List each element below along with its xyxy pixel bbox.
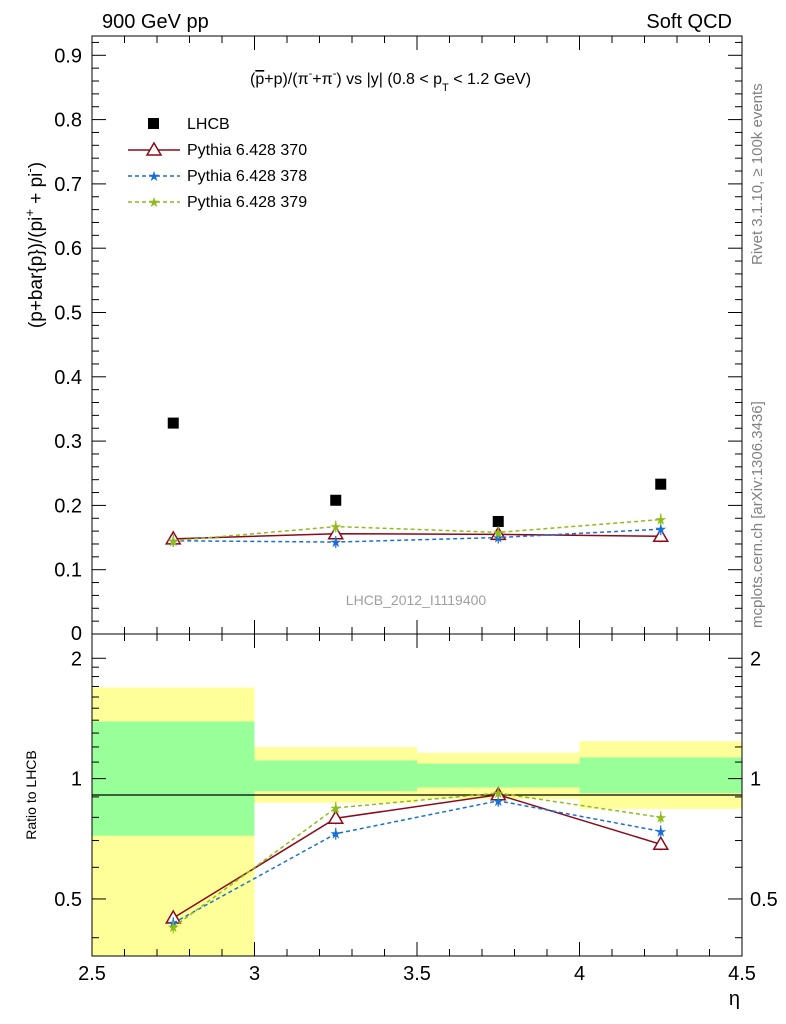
ratio-panel: 0.5 0.5 1 1 2 2 2.5 3 3.5 4 4.5 ★★★★★★★★ Ratio to… <box>23 633 778 1010</box>
legend-marker-370 <box>145 141 163 156</box>
ratio-x-tick-label: 3.5 <box>403 963 431 985</box>
ratio-y-axis-label: Ratio to LHCB <box>23 750 39 839</box>
main-y-tick-label: 0.3 <box>54 431 82 453</box>
ratio-series-2-line <box>172 792 661 928</box>
ratio-series-1-marker: ★ <box>492 793 505 809</box>
data-point-lhcb <box>492 515 504 527</box>
header-right: Soft QCD <box>646 11 732 33</box>
ratio-x-tick-label: 4 <box>574 963 585 985</box>
analysis-id: LHCB_2012_I1119400 <box>346 592 487 608</box>
data-point-lhcb <box>655 478 667 490</box>
chart-title: (p+p)/(π-+π-) vs |y| (0.8 < pT < 1.2 GeV… <box>250 68 531 94</box>
main-y-tick-label: 0.7 <box>54 174 82 196</box>
main-series: ★ ★ ★★★★ ★★ <box>164 417 670 550</box>
ratio-band-green <box>579 757 742 794</box>
ratio-y-tick-label-right: 1 <box>750 769 761 791</box>
ratio-series-2-marker: ★ <box>654 809 667 825</box>
ratio-bands <box>92 687 742 956</box>
series-1-marker <box>652 527 670 543</box>
ratio-band-green <box>92 721 255 836</box>
ratio-y-tick-label-right: 0.5 <box>750 889 778 911</box>
main-y-tick-label: 0.1 <box>54 560 82 582</box>
x-axis-label: η <box>729 988 740 1010</box>
legend-label-lhcb: LHCB <box>187 116 230 133</box>
ratio-frame <box>91 633 743 957</box>
data-point-lhcb <box>330 494 342 506</box>
legend-label-379: Pythia 6.428 379 <box>187 194 307 211</box>
series-2-marker: ★ <box>329 534 342 550</box>
series-3-line <box>173 518 661 542</box>
ratio-y-tick-label: 1 <box>71 769 82 791</box>
series-2-line <box>173 528 661 543</box>
ratio-series-0-marker <box>327 809 345 824</box>
legend-label-378: Pythia 6.428 378 <box>187 168 307 185</box>
ratio-series: ★★★★★★★★ <box>164 785 670 935</box>
ratio-x-tick-label: 2.5 <box>78 963 106 985</box>
legend-marker-378: ★ <box>148 168 161 184</box>
ratio-series-2-marker: ★ <box>329 800 342 816</box>
rivet-label: Rivet 3.1.10, ≥ 100k events <box>749 83 766 265</box>
series-3-marker: ★ <box>329 519 342 535</box>
main-y-tick-label: 0.2 <box>54 495 82 517</box>
main-panel: 0.10.20.30.40.50.60.70.80.90 ★ ★ ★★★★ ★★ (p… <box>22 35 743 645</box>
data-point-lhcb <box>167 417 179 429</box>
ratio-band-green <box>417 763 580 788</box>
header-left: 900 GeV pp <box>102 11 209 33</box>
ratio-series-1-line <box>172 800 661 924</box>
main-y-ticks: 0.1 0.2 0.3 0.4 0.5 0.6 0.7 0.8 0.9 0 <box>54 41 742 645</box>
legend: LHCB Pythia 6.428 370 ★ Pythia 6.428 378… <box>128 116 307 211</box>
ratio-x-tick-label: 4.5 <box>728 963 756 985</box>
ratio-x-tick-label: 3 <box>249 963 260 985</box>
mcplots-label: mcplots.cern.ch [arXiv:1306.3436] <box>749 401 766 628</box>
ratio-series-1-marker: ★ <box>329 826 342 842</box>
ratio-y-tick-label: 2 <box>71 648 82 670</box>
series-3-marker: ★ <box>167 533 180 549</box>
series-3-marker: ★ <box>492 524 505 540</box>
series-3-marker: ★ <box>654 512 667 528</box>
ratio-band-green <box>254 760 417 792</box>
ratio-y-tick-label-right: 2 <box>750 648 761 670</box>
main-y-tick-label: 0.5 <box>54 302 82 324</box>
series-2-marker: ★ <box>654 521 667 537</box>
ratio-series-2-marker: ★ <box>167 919 180 935</box>
main-y-tick-label: 0.6 <box>54 238 82 260</box>
ratio-x-ticks: 2.5 3 3.5 4 4.5 <box>78 634 756 985</box>
ratio-y-ticks: 0.5 0.5 1 1 2 2 <box>54 648 778 939</box>
ratio-series-0-marker <box>652 835 670 851</box>
ratio-series-2-marker: ★ <box>492 785 505 801</box>
y-axis-label: (p+bar{p})/(pi+ + pi-) <box>22 162 47 328</box>
legend-label-370: Pythia 6.428 370 <box>187 142 307 159</box>
main-y-tick-label: 0.8 <box>54 110 82 132</box>
main-y-tick-label: 0.9 <box>54 45 82 67</box>
main-y-tick-label-zero: 0 <box>71 623 82 645</box>
ratio-series-1-marker: ★ <box>654 823 667 839</box>
legend-marker-lhcb <box>148 118 159 129</box>
ratio-y-tick-label: 0.5 <box>54 889 82 911</box>
series-1-line <box>173 532 661 540</box>
legend-marker-379: ★ <box>148 194 161 210</box>
main-y-tick-label: 0.4 <box>54 367 82 389</box>
